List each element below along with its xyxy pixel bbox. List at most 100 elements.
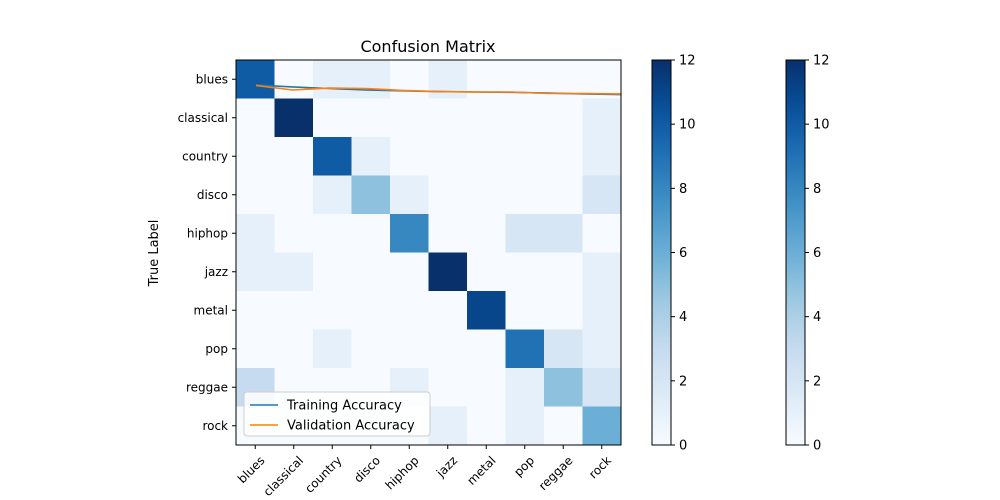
heatmap-cell — [390, 329, 429, 369]
y-tick-label: reggae — [186, 380, 228, 394]
heatmap-cell — [582, 329, 622, 369]
heatmap-cell — [313, 98, 352, 138]
heatmap-cell — [236, 98, 275, 138]
colorbar-tick-label: 12 — [813, 54, 830, 69]
heatmap-cell — [467, 406, 506, 446]
heatmap-cell — [582, 214, 622, 253]
x-tick-label: blues — [235, 453, 268, 486]
heatmap-cell — [313, 137, 352, 176]
heatmap-cell — [505, 291, 545, 330]
heatmap-cell — [390, 60, 429, 99]
heatmap-cell — [351, 175, 391, 215]
heatmap-cell — [428, 98, 468, 138]
heatmap-cell — [428, 252, 468, 292]
heatmap-cell — [505, 252, 545, 292]
colorbar-2: 0 2 4 6 8 10 12 — [785, 54, 830, 454]
colorbar-tick-label: 2 — [813, 374, 821, 389]
colorbar-tick-label: 8 — [679, 182, 687, 197]
y-tick-label: country — [182, 149, 228, 163]
confusion-matrix — [236, 60, 622, 446]
heatmap-cell — [582, 252, 622, 292]
heatmap-cell — [505, 175, 545, 215]
heatmap-cell — [390, 291, 429, 330]
heatmap-cell — [428, 291, 468, 330]
colorbar-gradient — [651, 59, 672, 446]
colorbar-tick-label: 10 — [679, 118, 696, 133]
heatmap-cell — [313, 291, 352, 330]
heatmap-cell — [274, 98, 314, 138]
heatmap-cell — [505, 368, 545, 407]
heatmap-cell — [351, 137, 391, 176]
x-tick-label: reggae — [536, 453, 576, 493]
heatmap-cell — [467, 60, 506, 99]
heatmap-cell — [544, 329, 583, 369]
y-tick-label: blues — [196, 72, 228, 86]
heatmap-cell — [428, 368, 468, 407]
heatmap-cell — [582, 291, 622, 330]
heatmap-cell — [313, 214, 352, 253]
heatmap-cell — [236, 137, 275, 176]
x-tick-label: disco — [351, 453, 383, 485]
colorbar-tick-label: 10 — [813, 118, 830, 133]
heatmap-cell — [582, 137, 622, 176]
colorbar-tick-label: 4 — [679, 310, 687, 325]
heatmap-cell — [544, 98, 583, 138]
heatmap-cell — [274, 137, 314, 176]
heatmap-cell — [390, 98, 429, 138]
heatmap-cell — [390, 137, 429, 176]
x-tick-label: country — [302, 453, 344, 495]
legend-label: Training Accuracy — [286, 399, 402, 414]
y-tick-label: disco — [197, 188, 228, 202]
heatmap-cell — [467, 252, 506, 292]
heatmap-cell — [351, 329, 391, 369]
y-axis-label: True Label — [147, 220, 162, 288]
x-tick-label: classical — [261, 453, 307, 499]
y-tick-label: pop — [205, 342, 228, 356]
y-tick-label: hiphop — [187, 226, 228, 240]
heatmap-cell — [467, 291, 506, 330]
colorbar-tick-label: 0 — [813, 439, 821, 454]
heatmap-cell — [544, 214, 583, 253]
heatmap-cell — [274, 291, 314, 330]
legend: Training Accuracy Validation Accuracy — [243, 391, 431, 437]
heatmap-cell — [428, 329, 468, 369]
colorbar-tick-label: 12 — [679, 54, 696, 69]
heatmap-cell — [505, 137, 545, 176]
heatmap-cell — [313, 60, 352, 99]
colorbar-tick-label: 4 — [813, 310, 821, 325]
heatmap-cell — [544, 368, 583, 407]
y-tick-label: rock — [202, 419, 228, 433]
colorbar-gradient — [785, 59, 806, 446]
heatmap-cell — [467, 368, 506, 407]
y-tick-label: metal — [194, 303, 228, 317]
heatmap-cell — [351, 214, 391, 253]
heatmap-cell — [236, 175, 275, 215]
heatmap-cell — [505, 329, 545, 369]
heatmap-cell — [544, 175, 583, 215]
heatmap-cell — [544, 291, 583, 330]
colorbar-tick-label: 0 — [679, 439, 687, 454]
heatmap-cell — [544, 252, 583, 292]
y-tick-labels: blues classical country disco hiphop jazz meta… — [178, 72, 236, 433]
colorbar-tick-label: 2 — [679, 374, 687, 389]
x-tick-label: jazz — [433, 453, 460, 480]
heatmap-cell — [274, 252, 314, 292]
chart-title: Confusion Matrix — [360, 37, 495, 56]
heatmap-cell — [351, 252, 391, 292]
heatmap-cell — [274, 329, 314, 369]
colorbar-tick-label: 6 — [813, 246, 821, 261]
heatmap-cell — [582, 368, 622, 407]
accuracy-line — [255, 84, 622, 95]
heatmap-cell — [274, 175, 314, 215]
heatmap-cell — [467, 214, 506, 253]
legend-box — [243, 391, 431, 437]
y-tick-label: jazz — [204, 265, 228, 279]
heatmap-cell — [236, 291, 275, 330]
heatmap-cell — [582, 406, 622, 446]
heatmap-cell — [274, 60, 314, 99]
heatmap-cell — [428, 137, 468, 176]
heatmap-cell — [582, 98, 622, 138]
colorbar-1: 0 2 4 6 8 10 12 — [651, 54, 696, 454]
heatmap-cell — [236, 214, 275, 253]
heatmap-cell — [390, 175, 429, 215]
